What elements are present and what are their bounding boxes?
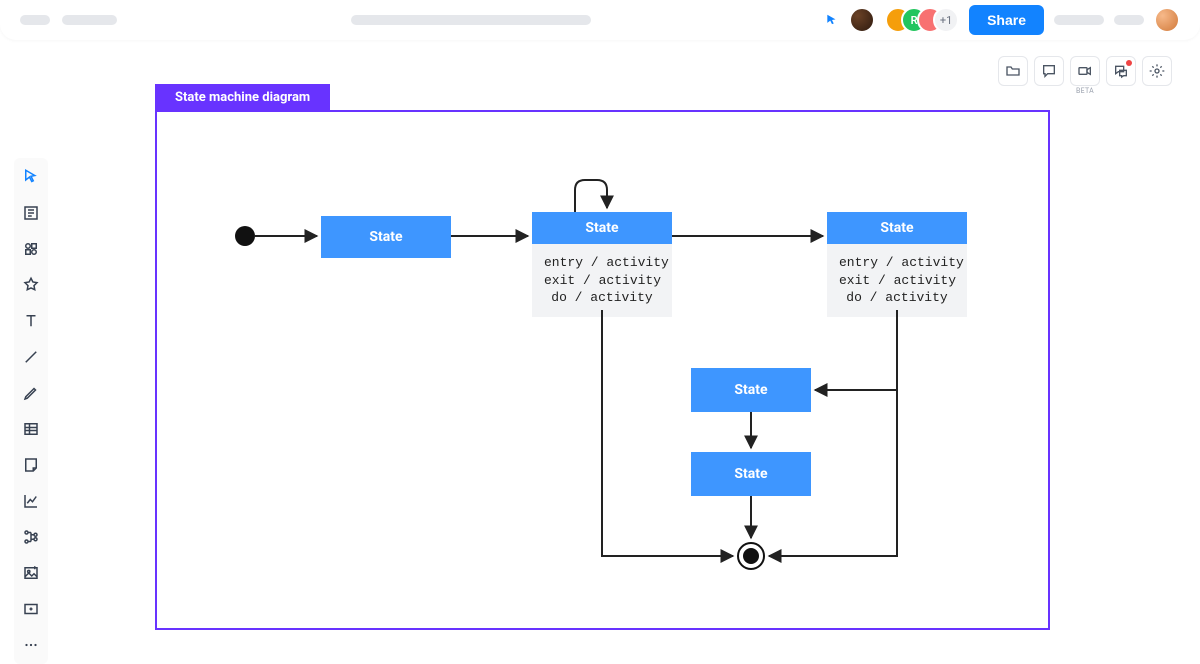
secondary-toolbar: BETA	[998, 56, 1172, 86]
left-toolbar	[14, 158, 48, 664]
initial-state-node[interactable]	[235, 226, 255, 246]
chat-icon[interactable]	[1106, 56, 1136, 86]
state-node-2[interactable]: State	[532, 212, 672, 244]
topbar-placeholder-right-2[interactable]	[1114, 15, 1144, 25]
breadcrumb-placeholder-2	[62, 15, 117, 25]
state-node-5[interactable]: State	[691, 452, 811, 496]
doc-title-placeholder[interactable]	[351, 15, 591, 25]
state-node-4[interactable]: State	[691, 368, 811, 412]
cursor-icon[interactable]	[825, 13, 839, 27]
breadcrumb-placeholder-1	[20, 15, 50, 25]
user-avatar[interactable]	[1154, 7, 1180, 33]
share-button[interactable]: Share	[969, 5, 1044, 35]
note-tool-icon[interactable]	[20, 454, 42, 476]
notification-dot	[1126, 60, 1132, 66]
embed-tool-icon[interactable]	[20, 598, 42, 620]
state-node-1[interactable]: State	[321, 216, 451, 258]
final-state-node[interactable]	[737, 542, 765, 570]
canvas-frame[interactable]: State machine diagram State State entry …	[155, 110, 1050, 630]
frame-title-tab[interactable]: State machine diagram	[155, 84, 330, 111]
state-node-2-details[interactable]: entry / activity exit / activity do / ac…	[532, 244, 672, 317]
star-tool-icon[interactable]	[20, 274, 42, 296]
topbar-placeholder-right-1[interactable]	[1054, 15, 1104, 25]
folder-icon[interactable]	[998, 56, 1028, 86]
shapes-tool-icon[interactable]	[20, 238, 42, 260]
image-tool-icon[interactable]	[20, 562, 42, 584]
topbar-right: R +1 Share	[825, 5, 1180, 35]
presence-avatar-1[interactable]	[849, 7, 875, 33]
settings-gear-icon[interactable]	[1142, 56, 1172, 86]
state-node-3-details[interactable]: entry / activity exit / activity do / ac…	[827, 244, 967, 317]
more-tools-icon[interactable]	[20, 634, 42, 656]
topbar-center	[129, 15, 813, 25]
video-icon[interactable]: BETA	[1070, 56, 1100, 86]
text-tool-icon[interactable]	[20, 310, 42, 332]
line-tool-icon[interactable]	[20, 346, 42, 368]
collab-overflow-count[interactable]: +1	[933, 7, 959, 33]
chart-tool-icon[interactable]	[20, 490, 42, 512]
pen-tool-icon[interactable]	[20, 382, 42, 404]
collaborator-stack[interactable]: R +1	[885, 7, 959, 33]
select-tool-icon[interactable]	[20, 166, 42, 188]
beta-label: BETA	[1076, 87, 1094, 95]
table-tool-icon[interactable]	[20, 418, 42, 440]
diagram-edges	[157, 112, 1048, 628]
state-node-3[interactable]: State	[827, 212, 967, 244]
connector-tool-icon[interactable]	[20, 526, 42, 548]
top-bar: R +1 Share	[0, 0, 1200, 40]
frame-tool-icon[interactable]	[20, 202, 42, 224]
comment-icon[interactable]	[1034, 56, 1064, 86]
topbar-left	[20, 15, 117, 25]
